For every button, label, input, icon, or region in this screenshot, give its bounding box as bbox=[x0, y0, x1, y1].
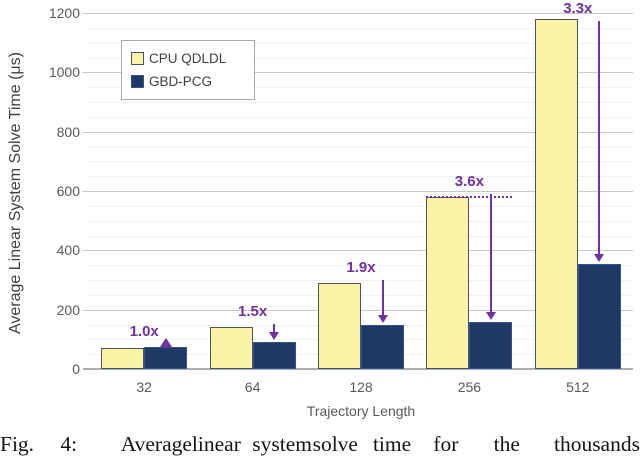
bar-gbd-pcg-512 bbox=[577, 263, 621, 369]
speedup-dotted-line-256 bbox=[426, 195, 513, 198]
minor-gridline-450 bbox=[90, 235, 632, 237]
caption-word: linear bbox=[191, 432, 241, 456]
bar-cpu-qdldl-64 bbox=[209, 327, 253, 369]
minor-gridline-850 bbox=[90, 116, 632, 118]
minor-gridline-550 bbox=[90, 205, 632, 207]
caption-word: thousands bbox=[553, 432, 640, 456]
bar-cpu-qdldl-256 bbox=[426, 196, 470, 369]
legend-swatch-cpu-qdldl bbox=[131, 52, 144, 65]
bar-chart: Average Linear System Solve Time (μs) 1.… bbox=[7, 0, 633, 419]
y-tick-label-800: 800 bbox=[56, 123, 80, 140]
bar-cpu-qdldl-128 bbox=[318, 282, 361, 369]
speedup-arrow-shaft-512 bbox=[598, 21, 601, 256]
speedup-arrow-up-32 bbox=[159, 337, 172, 347]
speedup-label-1.9x: 1.9x bbox=[346, 258, 376, 276]
x-tick-label-256: 256 bbox=[457, 379, 482, 395]
minor-gridline-700 bbox=[90, 161, 632, 163]
major-gridline-600 bbox=[83, 191, 633, 192]
legend-swatch-gbd-pcg bbox=[131, 75, 144, 88]
minor-gridline-300 bbox=[90, 280, 632, 281]
major-gridline-1000 bbox=[83, 72, 633, 74]
speedup-arrow-shaft-256 bbox=[489, 193, 492, 314]
caption-word: time bbox=[372, 432, 412, 456]
speedup-arrow-shaft-128 bbox=[381, 279, 384, 317]
y-tick-label-1200: 1200 bbox=[48, 5, 80, 21]
x-tick-label-64: 64 bbox=[244, 379, 261, 395]
caption-word: Average bbox=[120, 432, 192, 456]
legend-label-gbd-pcg: GBD-PCG bbox=[149, 74, 213, 89]
caption-word: for bbox=[433, 432, 459, 456]
major-gridline-800 bbox=[83, 131, 633, 133]
speedup-label-1.5x: 1.5x bbox=[237, 303, 268, 321]
minor-gridline-1150 bbox=[90, 27, 632, 29]
y-axis-title: Average Linear System Solve Time (μs) bbox=[7, 52, 24, 334]
legend-entry-gbd-pcg: GBD-PCG bbox=[131, 74, 246, 89]
minor-gridline-1100 bbox=[90, 42, 632, 44]
y-tick-label-1000: 1000 bbox=[48, 64, 80, 81]
minor-gridline-750 bbox=[90, 146, 632, 148]
speedup-label-3.6x: 3.6x bbox=[454, 172, 484, 190]
caption-word: solve bbox=[312, 432, 358, 456]
caption-word: the bbox=[493, 432, 520, 456]
x-axis-title: Trajectory Length bbox=[306, 403, 416, 419]
bar-gbd-pcg-128 bbox=[361, 324, 404, 369]
x-tick-label-32: 32 bbox=[136, 379, 152, 395]
plot-area: 1.0x 1.5x 1.9x 3.6x 3.3x bbox=[83, 0, 633, 370]
bar-cpu-qdldl-32 bbox=[101, 348, 145, 369]
caption-word: Fig. bbox=[0, 432, 35, 456]
legend: CPU QDLDL GBD-PCG bbox=[121, 40, 255, 100]
x-axis-line bbox=[83, 368, 633, 370]
speedup-arrowhead-128 bbox=[377, 314, 388, 323]
minor-gridline-250 bbox=[90, 294, 632, 296]
major-gridline-400 bbox=[83, 250, 633, 252]
bar-cpu-qdldl-512 bbox=[534, 18, 578, 369]
minor-gridline-350 bbox=[90, 265, 632, 267]
legend-entry-cpu-qdldl: CPU QDLDL bbox=[131, 51, 246, 66]
speedup-arrow-shaft-64 bbox=[273, 324, 276, 335]
y-tick-label-400: 400 bbox=[56, 242, 80, 259]
bar-gbd-pcg-32 bbox=[144, 346, 188, 369]
legend-label-cpu-qdldl: CPU QDLDL bbox=[149, 51, 227, 66]
minor-gridline-1050 bbox=[90, 57, 632, 59]
bar-gbd-pcg-64 bbox=[252, 342, 296, 369]
minor-gridline-900 bbox=[90, 102, 632, 103]
bar-gbd-pcg-256 bbox=[469, 321, 513, 369]
y-tick-label-600: 600 bbox=[56, 183, 80, 199]
speedup-label-3.3x: 3.3x bbox=[563, 0, 593, 17]
minor-gridline-500 bbox=[90, 220, 632, 222]
y-tick-label-200: 200 bbox=[56, 301, 80, 318]
x-tick-label-512: 512 bbox=[566, 379, 590, 395]
x-tick-label-128: 128 bbox=[349, 379, 373, 395]
speedup-arrowhead-512 bbox=[594, 253, 605, 262]
minor-gridline-650 bbox=[90, 176, 632, 178]
major-gridline-1200 bbox=[83, 13, 633, 14]
minor-gridline-950 bbox=[90, 87, 632, 89]
speedup-label-1.0x: 1.0x bbox=[129, 322, 159, 340]
caption-word: 4: bbox=[60, 432, 78, 456]
speedup-arrowhead-64 bbox=[269, 332, 280, 341]
figure-caption: Fig. 4: Average linear system solve time for the… bbox=[0, 432, 640, 457]
speedup-arrowhead-256 bbox=[485, 311, 496, 320]
caption-word: system bbox=[252, 432, 312, 456]
y-tick-label-0: 0 bbox=[72, 361, 80, 377]
